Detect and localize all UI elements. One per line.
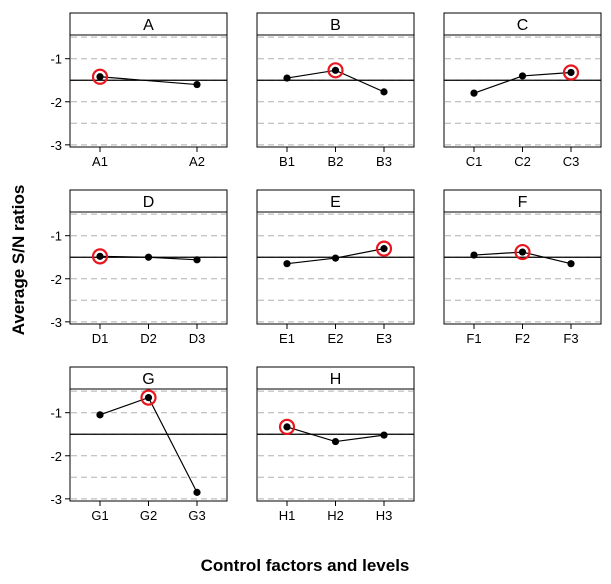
x-tick-label: H2 bbox=[327, 508, 344, 523]
panel-plot-area bbox=[69, 34, 228, 148]
x-tick-label: H3 bbox=[376, 508, 393, 523]
data-point bbox=[193, 488, 201, 496]
x-tick-label: A1 bbox=[92, 154, 108, 169]
data-point bbox=[567, 68, 575, 77]
panel-plot-area bbox=[443, 211, 602, 325]
x-tick-label: D1 bbox=[92, 331, 109, 346]
panel-title: F bbox=[518, 194, 528, 211]
x-tick-label: F2 bbox=[515, 331, 530, 346]
data-point bbox=[193, 256, 201, 264]
y-tick-label: -2 bbox=[50, 272, 62, 287]
data-point bbox=[518, 248, 527, 256]
y-tick-label: -2 bbox=[50, 95, 62, 110]
optimal-level-highlight bbox=[514, 243, 531, 261]
data-point bbox=[567, 260, 575, 268]
x-tick-label: G2 bbox=[140, 508, 157, 523]
x-tick-label: F1 bbox=[466, 331, 481, 346]
data-point bbox=[283, 260, 291, 268]
data-point bbox=[283, 74, 291, 82]
panel-title: G bbox=[142, 371, 154, 388]
x-tick-label: E1 bbox=[279, 331, 295, 346]
x-tick-label: D3 bbox=[189, 331, 206, 346]
panel-title: B bbox=[330, 17, 341, 34]
x-tick-label: B1 bbox=[279, 154, 295, 169]
x-tick-label: B3 bbox=[376, 154, 392, 169]
y-tick-label: -3 bbox=[50, 138, 62, 153]
optimal-level-highlight bbox=[278, 418, 296, 436]
data-point bbox=[96, 411, 104, 419]
panel-plot-area bbox=[443, 34, 602, 148]
x-tick-label: E3 bbox=[376, 331, 392, 346]
x-tick-label: G3 bbox=[188, 508, 205, 523]
data-point bbox=[283, 423, 291, 431]
y-tick-label: -1 bbox=[50, 52, 62, 67]
y-tick-label: -1 bbox=[50, 229, 62, 244]
panel-plot-area bbox=[69, 211, 228, 325]
data-point bbox=[331, 66, 340, 74]
data-point bbox=[518, 72, 527, 80]
x-tick-label: A2 bbox=[189, 154, 205, 169]
optimal-level-highlight bbox=[91, 248, 109, 265]
data-point bbox=[470, 89, 478, 97]
x-tick-label: F3 bbox=[563, 331, 578, 346]
data-point bbox=[96, 73, 104, 81]
data-point bbox=[193, 80, 201, 89]
x-tick-label: C1 bbox=[466, 154, 483, 169]
x-tick-label: B2 bbox=[328, 154, 344, 169]
x-axis-title: Control factors and levels bbox=[201, 556, 410, 575]
y-tick-label: -3 bbox=[50, 315, 62, 330]
x-tick-label: C3 bbox=[563, 154, 580, 169]
data-point bbox=[380, 245, 388, 253]
data-point bbox=[144, 394, 153, 402]
data-point bbox=[380, 431, 388, 439]
panel-title: E bbox=[330, 194, 341, 211]
optimal-level-highlight bbox=[91, 68, 109, 85]
optimal-level-highlight bbox=[140, 389, 157, 406]
panel-plot-area bbox=[69, 388, 228, 502]
data-point bbox=[96, 252, 104, 260]
optimal-level-highlight bbox=[375, 240, 393, 257]
panel-title: H bbox=[330, 371, 342, 388]
panel-plot-area bbox=[256, 34, 415, 148]
optimal-level-highlight bbox=[327, 62, 344, 79]
data-point bbox=[331, 254, 340, 262]
data-point bbox=[380, 88, 388, 96]
panel-title: C bbox=[517, 17, 529, 34]
y-tick-label: -2 bbox=[50, 449, 62, 464]
x-tick-label: D2 bbox=[140, 331, 157, 346]
x-tick-label: G1 bbox=[91, 508, 108, 523]
y-tick-label: -3 bbox=[50, 492, 62, 507]
data-point bbox=[331, 437, 340, 446]
x-tick-label: H1 bbox=[279, 508, 296, 523]
panel-title: A bbox=[143, 17, 154, 34]
y-tick-label: -1 bbox=[50, 406, 62, 421]
x-tick-label: C2 bbox=[514, 154, 531, 169]
panel-plot-area bbox=[256, 211, 415, 325]
y-axis-title: Average S/N ratios bbox=[9, 185, 28, 336]
data-point bbox=[144, 253, 153, 261]
data-point bbox=[470, 251, 478, 259]
optimal-level-highlight bbox=[562, 64, 580, 81]
panel-title: D bbox=[143, 194, 155, 211]
series-line bbox=[99, 76, 198, 86]
x-tick-label: E2 bbox=[328, 331, 344, 346]
